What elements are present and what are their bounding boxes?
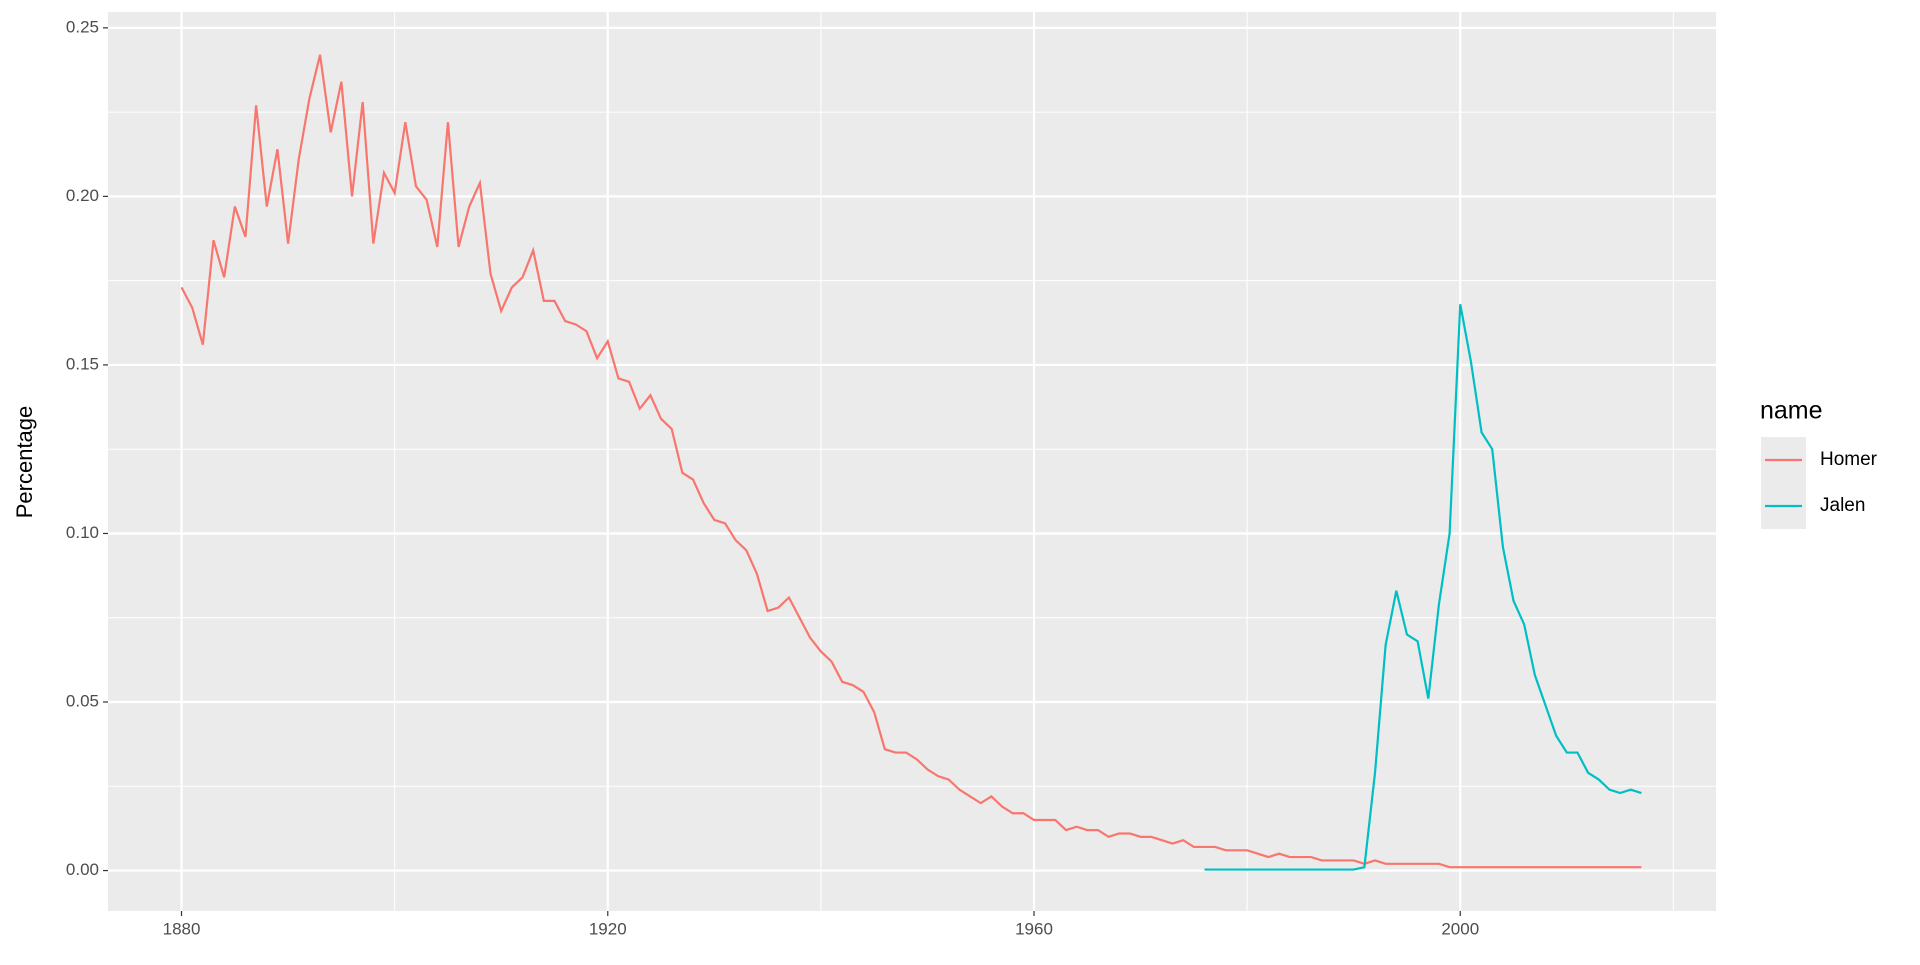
x-tick-label: 2000 (1441, 919, 1479, 938)
y-tick-label: 0.20 (66, 186, 99, 205)
legend-label: Homer (1820, 449, 1878, 470)
y-tick-label: 0.00 (66, 860, 99, 879)
grid (108, 12, 1716, 911)
y-tick-label: 0.10 (66, 523, 99, 542)
series-line (180, 54, 1642, 869)
y-tick-label: 0.15 (66, 354, 99, 373)
x-tick-label: 1880 (163, 919, 201, 938)
lines (180, 54, 1642, 871)
x-tick-label: 1920 (589, 919, 627, 938)
series-line (1204, 304, 1642, 871)
x-tick-label: 1960 (1015, 919, 1053, 938)
legend-label: Jalen (1820, 495, 1865, 516)
legend-title: name (1760, 397, 1823, 425)
legend: Homer Jalen (1761, 437, 1878, 529)
y-tick-label: 0.25 (66, 17, 99, 36)
plot-panel (108, 12, 1716, 911)
y-tick-label: 0.05 (66, 691, 99, 710)
y-axis-title: Percentage (12, 406, 37, 519)
